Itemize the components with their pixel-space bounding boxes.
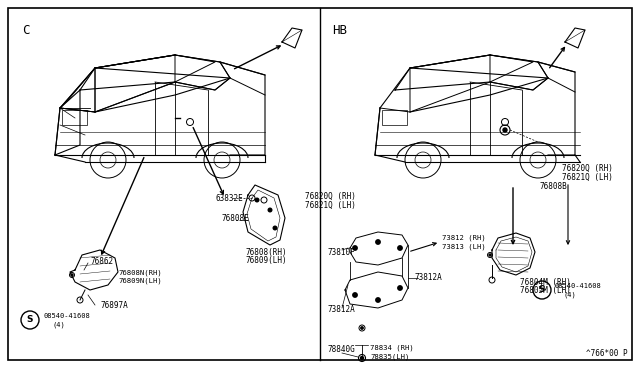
Circle shape <box>398 246 402 250</box>
Circle shape <box>360 356 364 359</box>
Circle shape <box>273 225 278 231</box>
Text: (4): (4) <box>52 322 65 328</box>
Text: S: S <box>27 315 33 324</box>
Text: 78834 (RH): 78834 (RH) <box>370 345 413 351</box>
Text: 73812A: 73812A <box>328 305 356 314</box>
Text: S: S <box>539 285 545 295</box>
Text: 73813 (LH): 73813 (LH) <box>442 244 486 250</box>
Text: 76808E: 76808E <box>222 214 250 222</box>
Text: 76808N(RH): 76808N(RH) <box>118 270 162 276</box>
Text: 76820Q (RH): 76820Q (RH) <box>305 192 356 201</box>
Bar <box>62 110 87 125</box>
Text: 08540-41608: 08540-41608 <box>43 313 90 319</box>
Circle shape <box>353 246 357 250</box>
Circle shape <box>71 274 73 276</box>
Text: 78835(LH): 78835(LH) <box>370 354 410 360</box>
Text: 73810F: 73810F <box>328 247 356 257</box>
Circle shape <box>376 298 380 302</box>
Circle shape <box>268 208 273 212</box>
Text: 73812A: 73812A <box>415 273 443 282</box>
Text: 76804M (RH): 76804M (RH) <box>520 278 571 286</box>
Text: ^766*00 P: ^766*00 P <box>586 349 628 358</box>
Text: HB: HB <box>332 24 347 37</box>
Text: 08540-41608: 08540-41608 <box>555 283 602 289</box>
Text: 76809(LH): 76809(LH) <box>245 256 287 265</box>
Text: 63832E: 63832E <box>215 193 243 202</box>
Text: 76821Q (LH): 76821Q (LH) <box>562 173 613 182</box>
Text: (4): (4) <box>564 292 577 298</box>
Circle shape <box>489 254 491 256</box>
Text: 73812 (RH): 73812 (RH) <box>442 235 486 241</box>
Text: 78840G: 78840G <box>328 346 356 355</box>
Circle shape <box>361 327 363 329</box>
Bar <box>382 110 407 125</box>
Text: C: C <box>22 24 29 37</box>
Circle shape <box>503 128 507 132</box>
Text: 76808(RH): 76808(RH) <box>245 248 287 257</box>
Circle shape <box>398 286 402 290</box>
Text: 76808B: 76808B <box>540 182 568 190</box>
Circle shape <box>255 198 259 202</box>
Text: 76820Q (RH): 76820Q (RH) <box>562 164 613 173</box>
Text: 76809N(LH): 76809N(LH) <box>118 278 162 284</box>
Text: 76862: 76862 <box>90 257 113 266</box>
Text: 76821Q (LH): 76821Q (LH) <box>305 201 356 209</box>
Text: 76897A: 76897A <box>100 301 128 310</box>
Text: 76805M (LH): 76805M (LH) <box>520 286 571 295</box>
Circle shape <box>353 293 357 297</box>
Circle shape <box>376 240 380 244</box>
